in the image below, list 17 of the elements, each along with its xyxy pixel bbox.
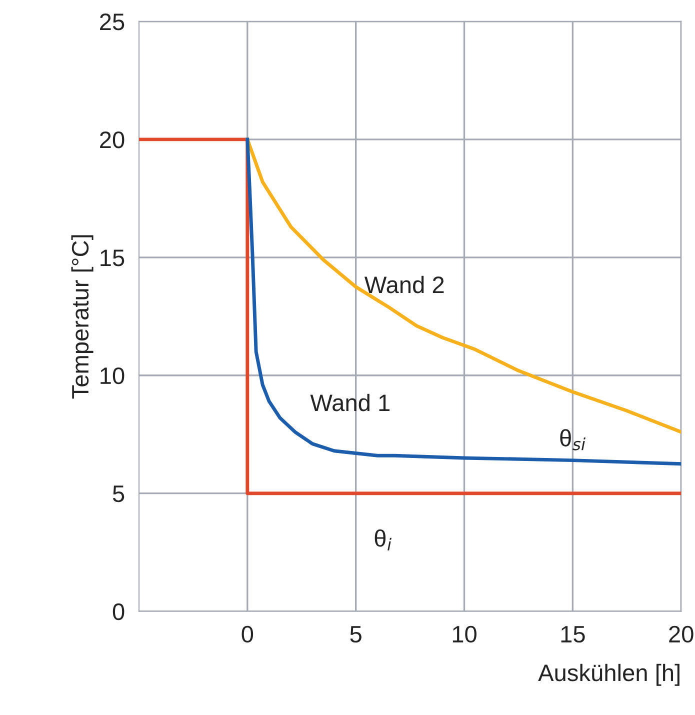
x-tick-label: 20 xyxy=(669,626,694,643)
y-tick-label: 15 xyxy=(100,250,124,266)
y-tick-label: 0 xyxy=(112,603,124,620)
series-label: θ$_{i}$ xyxy=(374,529,392,550)
x-tick-label: 15 xyxy=(561,626,585,643)
series-label: Wand 1 xyxy=(310,394,390,412)
y-tick-label: 10 xyxy=(100,367,124,384)
x-axis-title: Auskühlen [h] xyxy=(538,664,680,686)
y-axis-title: Temperatur [°C] xyxy=(71,235,94,399)
y-tick-label: 20 xyxy=(100,131,124,148)
x-tick-label: 10 xyxy=(452,626,476,643)
annotation: θ$_{si}$ xyxy=(560,429,586,450)
x-tick-label: 5 xyxy=(350,626,362,643)
series-label: Wand 2 xyxy=(364,276,444,294)
x-tick-label: 0 xyxy=(242,626,254,643)
y-tick-label: 25 xyxy=(100,14,124,30)
y-tick-label: 5 xyxy=(112,486,124,502)
